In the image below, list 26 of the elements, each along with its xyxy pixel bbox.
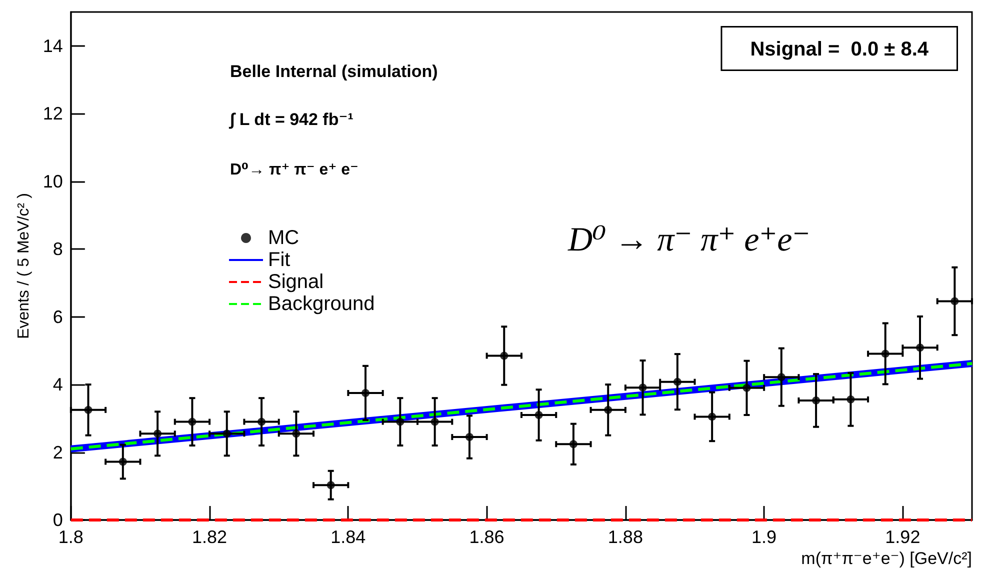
y-tick-label: 2 [52,442,63,462]
legend-label: Background [268,293,375,315]
y-tick-label: 14 [42,36,63,56]
y-axis-title: Events / ( 5 MeV/c² ) [16,193,32,339]
y-tick-label: 12 [42,104,63,124]
y-tick-label: 10 [42,171,63,192]
legend-label: MC [268,227,300,249]
legend-label: Signal [268,271,324,293]
x-tick-label: 1.84 [330,527,366,547]
x-tick-label: 1.82 [192,527,228,547]
x-tick-label: 1.9 [752,527,777,547]
annotation: Belle Internal (simulation) [230,62,438,81]
y-tick-label: 6 [52,306,63,327]
annotation: ∫ L dt = 942 fb⁻¹ [228,110,354,129]
x-tick-label: 1.92 [885,527,920,547]
annotation: D⁰ → π⁻ π⁺ e⁺e⁻ [567,222,810,258]
x-axis-title: m(π⁺π⁻e⁺e⁻) [GeV/c²] [801,549,972,568]
y-tick-label: 4 [52,374,63,395]
annotation: Nsignal = 0.0 ± 8.4 [750,38,930,60]
y-tick-label: 0 [52,510,63,530]
y-tick-label: 8 [52,239,63,260]
x-tick-label: 1.88 [608,527,643,547]
legend-label: Fit [268,249,291,271]
annotation: D⁰→ π⁺ π⁻ e⁺ e⁻ [230,162,358,178]
x-tick-label: 1.8 [58,527,84,547]
x-tick-label: 1.86 [469,527,504,547]
